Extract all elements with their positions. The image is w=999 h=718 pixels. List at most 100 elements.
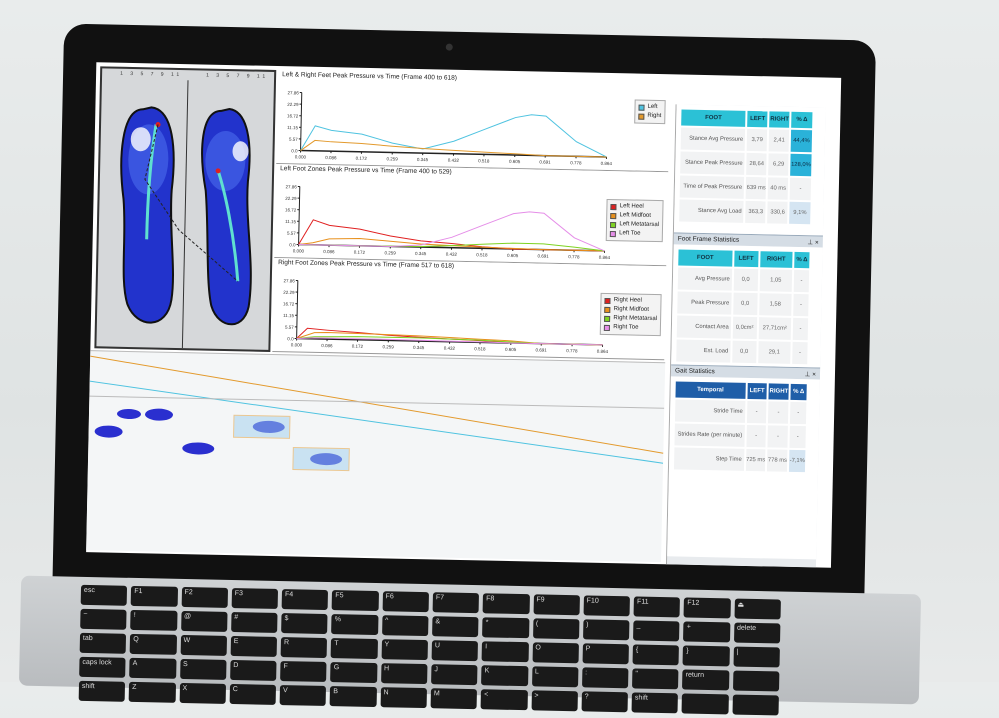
column-header[interactable]: Temporal xyxy=(675,381,745,398)
column-header[interactable]: LEFT xyxy=(734,251,758,267)
keyboard-key[interactable]: ? xyxy=(581,691,628,712)
legend-item[interactable]: Left xyxy=(638,103,661,112)
keyboard-key[interactable]: & xyxy=(432,616,479,637)
keyboard-key[interactable]: * xyxy=(482,617,529,638)
keyboard-key[interactable]: tab xyxy=(80,633,127,654)
y-tick-label: 11.15 xyxy=(283,313,295,318)
keyboard-key[interactable]: M xyxy=(431,688,478,709)
keyboard-key[interactable]: Q xyxy=(130,634,177,655)
legend-item[interactable]: Left Toe xyxy=(610,229,659,239)
keyboard-key[interactable]: F11 xyxy=(634,596,681,617)
keyboard-key[interactable]: ⏏ xyxy=(734,599,781,620)
column-header[interactable]: FOOT xyxy=(681,110,746,127)
keyboard-key[interactable]: return xyxy=(682,669,729,690)
keyboard-key[interactable]: N xyxy=(380,687,427,708)
keyboard-key[interactable]: X xyxy=(179,683,226,704)
keyboard-key[interactable]: ~ xyxy=(80,609,127,630)
keyboard-key[interactable]: : xyxy=(582,667,629,688)
legend-item[interactable]: Right Toe xyxy=(604,323,657,333)
keyboard-key[interactable]: K xyxy=(481,665,528,686)
keyboard-key[interactable]: F6 xyxy=(382,591,429,612)
x-tick-label: 0.345 xyxy=(417,157,429,162)
keyboard-key[interactable]: J xyxy=(431,664,478,685)
keyboard-key[interactable]: { xyxy=(633,644,680,665)
close-icon[interactable]: × xyxy=(812,371,816,378)
column-header[interactable]: LEFT xyxy=(747,111,767,127)
keyboard-key[interactable] xyxy=(682,693,729,714)
keyboard-key[interactable]: Z xyxy=(129,682,176,703)
column-header[interactable]: RIGHT xyxy=(770,111,790,127)
keyboard-key[interactable]: F xyxy=(280,661,327,682)
keyboard-key[interactable] xyxy=(733,671,780,692)
keyboard-key[interactable]: " xyxy=(632,668,679,689)
keyboard-key[interactable]: F12 xyxy=(684,597,731,618)
keyboard-key[interactable]: ^ xyxy=(382,615,429,636)
cell-value: - xyxy=(746,425,766,447)
column-header[interactable]: RIGHT xyxy=(760,251,793,268)
keyboard-key[interactable]: L xyxy=(532,666,579,687)
keyboard-key[interactable]: S xyxy=(180,659,227,680)
keyboard-key[interactable]: G xyxy=(331,662,378,683)
column-header[interactable]: % Δ xyxy=(791,112,812,128)
keyboard-key[interactable]: D xyxy=(230,660,277,681)
keyboard-key[interactable]: _ xyxy=(633,620,680,641)
keyboard-key[interactable]: F4 xyxy=(282,589,329,610)
keyboard-key[interactable]: T xyxy=(331,638,378,659)
keyboard-key[interactable]: B xyxy=(330,686,377,707)
column-header[interactable]: % Δ xyxy=(791,384,807,400)
keyboard-key[interactable]: shift xyxy=(79,681,126,702)
column-header[interactable]: RIGHT xyxy=(769,383,789,399)
keyboard-key[interactable]: V xyxy=(280,685,327,706)
legend-swatch xyxy=(638,113,644,119)
keyboard-key[interactable]: H xyxy=(381,663,428,684)
keyboard-key[interactable]: F9 xyxy=(533,594,580,615)
keyboard-key[interactable]: F10 xyxy=(583,595,630,616)
keyboard-key[interactable]: > xyxy=(531,690,578,711)
keyboard-key[interactable]: W xyxy=(180,635,227,656)
keyboard-key[interactable]: O xyxy=(532,642,579,663)
keyboard-key[interactable]: F1 xyxy=(131,586,178,607)
keyboard-key[interactable]: F2 xyxy=(181,587,228,608)
keyboard-key[interactable]: R xyxy=(281,637,328,658)
keyboard-key[interactable]: F8 xyxy=(483,593,530,614)
keyboard-key[interactable]: ) xyxy=(583,619,630,640)
column-header[interactable]: % Δ xyxy=(794,252,809,268)
keyboard-key[interactable]: ( xyxy=(533,618,580,639)
keyboard-key[interactable]: @ xyxy=(181,611,228,632)
keyboard-key[interactable]: U xyxy=(432,640,479,661)
cell-value: 330,6 xyxy=(768,201,788,223)
keyboard-key[interactable]: I xyxy=(482,641,529,662)
y-tick-label: 27.86 xyxy=(285,184,297,189)
keyboard-key[interactable]: delete xyxy=(734,623,781,644)
x-tick-label: 0.172 xyxy=(354,250,366,255)
timeline-panel[interactable] xyxy=(86,350,665,562)
keyboard-key[interactable]: P xyxy=(582,643,629,664)
pin-icon[interactable]: ⊥ xyxy=(807,239,813,246)
keyboard-key[interactable]: caps lock xyxy=(79,657,126,678)
keyboard-key[interactable]: | xyxy=(733,647,780,668)
keyboard-key[interactable]: F5 xyxy=(332,590,379,611)
keyboard-key[interactable]: F3 xyxy=(231,588,278,609)
keyboard-key[interactable]: shift xyxy=(632,692,679,713)
legend-item[interactable]: Right xyxy=(638,112,661,121)
keyboard-key[interactable]: F7 xyxy=(433,592,480,613)
keyboard-key[interactable]: $ xyxy=(281,613,328,634)
keyboard-key[interactable]: E xyxy=(230,636,277,657)
keyboard-key[interactable]: ! xyxy=(130,610,177,631)
keyboard-key[interactable]: # xyxy=(231,612,278,633)
keyboard-key[interactable]: < xyxy=(481,689,528,710)
pin-icon[interactable]: ⊥ xyxy=(805,371,811,378)
keyboard-key[interactable]: C xyxy=(229,684,276,705)
close-icon[interactable]: × xyxy=(815,239,819,246)
keyboard-key[interactable]: } xyxy=(683,645,730,666)
column-header[interactable]: FOOT xyxy=(678,249,732,266)
keyboard-key[interactable]: esc xyxy=(81,585,128,606)
keyboard-key[interactable]: Y xyxy=(381,639,428,660)
column-header[interactable]: LEFT xyxy=(747,383,767,399)
cell-value: - xyxy=(790,178,811,200)
keyboard-key[interactable]: % xyxy=(332,614,379,635)
keyboard-key[interactable]: A xyxy=(129,658,176,679)
keyboard-key[interactable]: + xyxy=(683,621,730,642)
keyboard-key[interactable] xyxy=(732,695,779,716)
